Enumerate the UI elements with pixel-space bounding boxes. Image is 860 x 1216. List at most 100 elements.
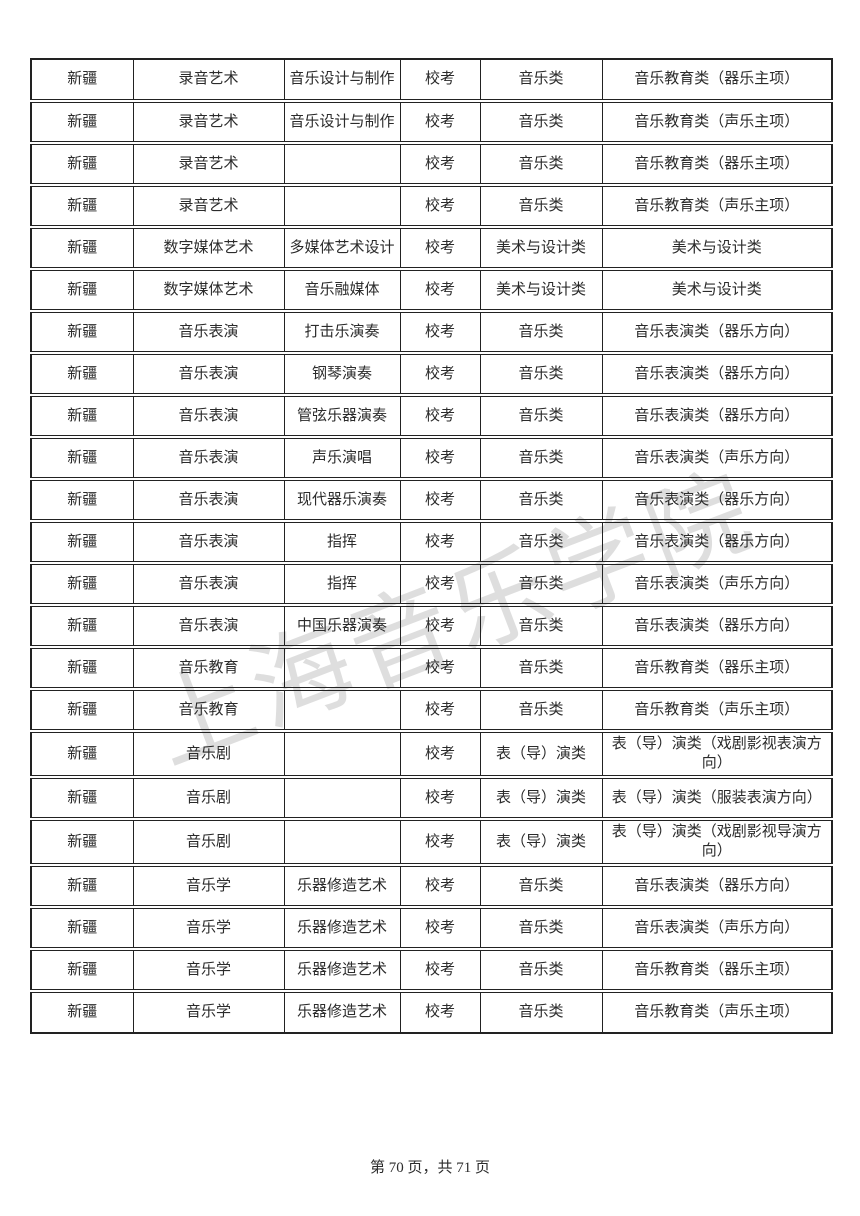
table-cell: 音乐表演类（器乐方向） (601, 351, 833, 396)
table-cell: 美术与设计类 (479, 225, 603, 270)
table-row: 新疆 音乐学 乐器修造艺术 校考 音乐类 音乐教育类（声乐主项） (30, 989, 833, 1034)
table-cell: 表（导）演类（服装表演方向） (601, 775, 833, 820)
table-cell: 音乐类 (479, 393, 603, 438)
table-cell: 音乐表演类（器乐方向） (601, 603, 833, 648)
table-cell: 音乐类 (479, 561, 603, 606)
table-cell: 校考 (399, 99, 481, 144)
table-cell: 音乐类 (479, 58, 603, 102)
table-row: 新疆 音乐表演 现代器乐演奏 校考 音乐类 音乐表演类（器乐方向） (30, 477, 833, 522)
table-cell: 新疆 (30, 58, 134, 102)
table-cell: 音乐类 (479, 99, 603, 144)
table-body: 新疆 录音艺术 音乐设计与制作 校考 音乐类 音乐教育类（器乐主项） 新疆 录音艺术 音乐设计与… (30, 58, 833, 1034)
table-cell: 钢琴演奏 (283, 351, 401, 396)
table-cell: 校考 (399, 687, 481, 732)
table-cell: 乐器修造艺术 (283, 905, 401, 950)
table-cell: 录音艺术 (132, 183, 285, 228)
table-cell: 指挥 (283, 519, 401, 564)
table-cell: 校考 (399, 947, 481, 992)
table-cell: 表（导）演类 (479, 817, 603, 866)
table-cell: 表（导）演类 (479, 775, 603, 820)
table-cell: 新疆 (30, 477, 134, 522)
table-cell: 音乐类 (479, 477, 603, 522)
table-cell: 表（导）演类（戏剧影视导演方向） (601, 817, 833, 866)
table-cell: 音乐教育类（声乐主项） (601, 687, 833, 732)
table-cell: 新疆 (30, 141, 134, 186)
table-row: 新疆 数字媒体艺术 多媒体艺术设计 校考 美术与设计类 美术与设计类 (30, 225, 833, 270)
table-row: 新疆 音乐剧 校考 表（导）演类 表（导）演类（服装表演方向） (30, 775, 833, 820)
table-cell: 新疆 (30, 729, 134, 778)
table-cell (283, 817, 401, 866)
table-cell: 乐器修造艺术 (283, 989, 401, 1034)
table-cell: 音乐表演 (132, 351, 285, 396)
table-cell: 音乐设计与制作 (283, 58, 401, 102)
table-cell: 美术与设计类 (479, 267, 603, 312)
table-cell: 新疆 (30, 817, 134, 866)
admissions-table: 新疆 录音艺术 音乐设计与制作 校考 音乐类 音乐教育类（器乐主项） 新疆 录音艺术 音乐设计与… (30, 58, 833, 1034)
table-cell: 音乐学 (132, 863, 285, 908)
table-cell: 新疆 (30, 775, 134, 820)
table-row: 新疆 录音艺术 校考 音乐类 音乐教育类（器乐主项） (30, 141, 833, 186)
page-number-text: 第 70 页，共 71 页 (369, 1160, 490, 1176)
table-cell: 校考 (399, 905, 481, 950)
table-cell (283, 183, 401, 228)
table-cell: 校考 (399, 989, 481, 1034)
table-cell: 音乐表演 (132, 603, 285, 648)
table-cell: 现代器乐演奏 (283, 477, 401, 522)
table-cell: 打击乐演奏 (283, 309, 401, 354)
table-row: 新疆 音乐表演 钢琴演奏 校考 音乐类 音乐表演类（器乐方向） (30, 351, 833, 396)
table-cell: 音乐教育类（器乐主项） (601, 58, 833, 102)
table-cell: 音乐类 (479, 989, 603, 1034)
table-cell: 音乐类 (479, 435, 603, 480)
table-cell: 音乐教育 (132, 687, 285, 732)
table-cell: 声乐演唱 (283, 435, 401, 480)
table-row: 新疆 音乐学 乐器修造艺术 校考 音乐类 音乐表演类（器乐方向） (30, 863, 833, 908)
table-cell: 新疆 (30, 183, 134, 228)
table-cell: 乐器修造艺术 (283, 863, 401, 908)
table-cell: 新疆 (30, 225, 134, 270)
table-cell: 音乐教育类（声乐主项） (601, 989, 833, 1034)
table-cell: 音乐表演类（器乐方向） (601, 477, 833, 522)
table-cell: 音乐教育类（器乐主项） (601, 645, 833, 690)
table-cell: 美术与设计类 (601, 225, 833, 270)
table-cell: 新疆 (30, 687, 134, 732)
table-cell (283, 687, 401, 732)
table-cell: 音乐类 (479, 863, 603, 908)
table-cell: 音乐表演 (132, 435, 285, 480)
table-cell: 音乐剧 (132, 729, 285, 778)
table-cell: 录音艺术 (132, 141, 285, 186)
table-cell: 校考 (399, 141, 481, 186)
table-row: 新疆 音乐学 乐器修造艺术 校考 音乐类 音乐表演类（声乐方向） (30, 905, 833, 950)
table-row: 新疆 音乐表演 管弦乐器演奏 校考 音乐类 音乐表演类（器乐方向） (30, 393, 833, 438)
table-cell: 音乐学 (132, 989, 285, 1034)
table-cell: 音乐表演类（器乐方向） (601, 519, 833, 564)
table-cell: 指挥 (283, 561, 401, 606)
table-row: 新疆 音乐表演 中国乐器演奏 校考 音乐类 音乐表演类（器乐方向） (30, 603, 833, 648)
table-cell: 音乐融媒体 (283, 267, 401, 312)
table-cell: 音乐教育 (132, 645, 285, 690)
table-cell: 新疆 (30, 989, 134, 1034)
table-cell: 乐器修造艺术 (283, 947, 401, 992)
table-cell: 校考 (399, 561, 481, 606)
table-cell: 音乐类 (479, 687, 603, 732)
table-cell: 中国乐器演奏 (283, 603, 401, 648)
table-cell: 音乐设计与制作 (283, 99, 401, 144)
table-cell: 新疆 (30, 863, 134, 908)
table-row: 新疆 数字媒体艺术 音乐融媒体 校考 美术与设计类 美术与设计类 (30, 267, 833, 312)
table-cell: 音乐表演 (132, 477, 285, 522)
table-cell: 数字媒体艺术 (132, 267, 285, 312)
table-cell: 音乐学 (132, 947, 285, 992)
table-cell: 表（导）演类 (479, 729, 603, 778)
table-cell: 表（导）演类（戏剧影视表演方向） (601, 729, 833, 778)
table-cell: 音乐类 (479, 947, 603, 992)
table-row: 新疆 录音艺术 校考 音乐类 音乐教育类（声乐主项） (30, 183, 833, 228)
table-cell: 音乐剧 (132, 817, 285, 866)
table-cell: 新疆 (30, 561, 134, 606)
table-cell: 新疆 (30, 309, 134, 354)
table-cell (283, 775, 401, 820)
table-cell: 校考 (399, 267, 481, 312)
table-cell: 音乐类 (479, 351, 603, 396)
table-cell: 音乐学 (132, 905, 285, 950)
table-cell: 音乐表演类（声乐方向） (601, 435, 833, 480)
table-cell: 新疆 (30, 947, 134, 992)
